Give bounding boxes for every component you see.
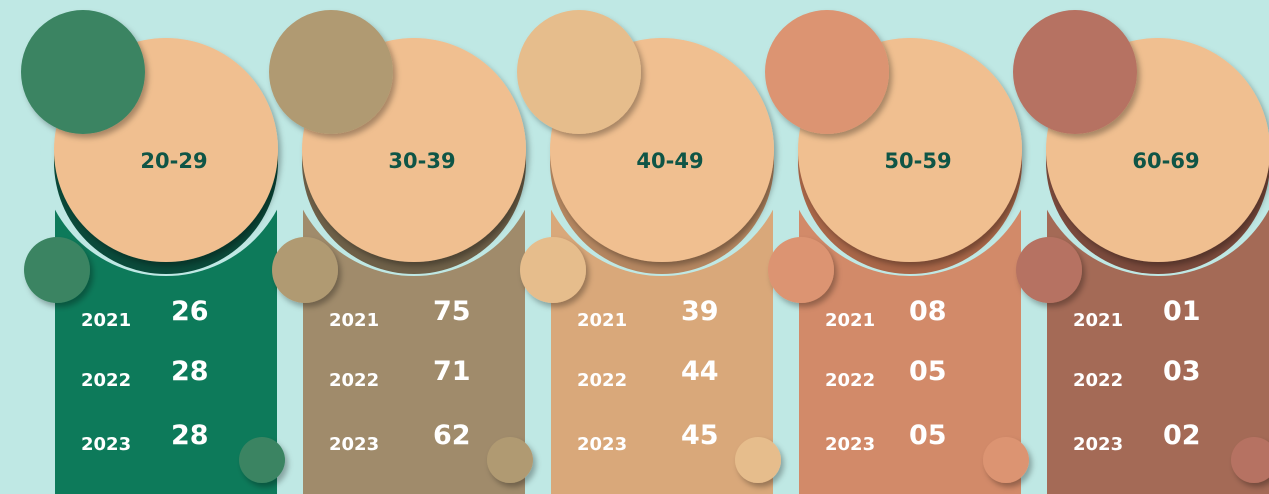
year: 2023 [825, 434, 875, 455]
value: 02 [1163, 420, 1201, 451]
year: 2022 [577, 370, 627, 391]
age-label: 60-69 [1132, 149, 1199, 173]
value: 45 [681, 420, 719, 451]
corner-bubble [239, 437, 285, 483]
year: 2021 [825, 310, 875, 331]
corner-bubble [983, 437, 1029, 483]
age-label: 20-29 [140, 149, 207, 173]
top-bubble [269, 10, 393, 134]
value: 44 [681, 356, 719, 387]
value: 01 [1163, 296, 1201, 327]
value: 05 [909, 356, 947, 387]
value: 05 [909, 420, 947, 451]
side-bubble [520, 237, 586, 303]
value: 26 [171, 296, 209, 327]
value: 39 [681, 296, 719, 327]
value: 08 [909, 296, 947, 327]
top-bubble [1013, 10, 1137, 134]
value: 03 [1163, 356, 1201, 387]
year: 2021 [577, 310, 627, 331]
year: 2022 [1073, 370, 1123, 391]
age-label: 30-39 [388, 149, 455, 173]
year: 2023 [81, 434, 131, 455]
value: 71 [433, 356, 471, 387]
top-bubble [21, 10, 145, 134]
year: 2022 [825, 370, 875, 391]
side-bubble [768, 237, 834, 303]
side-bubble [1016, 237, 1082, 303]
year: 2022 [81, 370, 131, 391]
value: 62 [433, 420, 471, 451]
year: 2023 [329, 434, 379, 455]
year: 2021 [1073, 310, 1123, 331]
value: 75 [433, 296, 471, 327]
year: 2021 [81, 310, 131, 331]
corner-bubble [487, 437, 533, 483]
top-bubble [517, 10, 641, 134]
side-bubble [272, 237, 338, 303]
corner-bubble [735, 437, 781, 483]
year: 2022 [329, 370, 379, 391]
corner-bubble [1231, 437, 1269, 483]
value: 28 [171, 356, 209, 387]
age-label: 50-59 [884, 149, 951, 173]
age-label: 40-49 [636, 149, 703, 173]
side-bubble [24, 237, 90, 303]
year: 2021 [329, 310, 379, 331]
year: 2023 [1073, 434, 1123, 455]
year: 2023 [577, 434, 627, 455]
value: 28 [171, 420, 209, 451]
top-bubble [765, 10, 889, 134]
